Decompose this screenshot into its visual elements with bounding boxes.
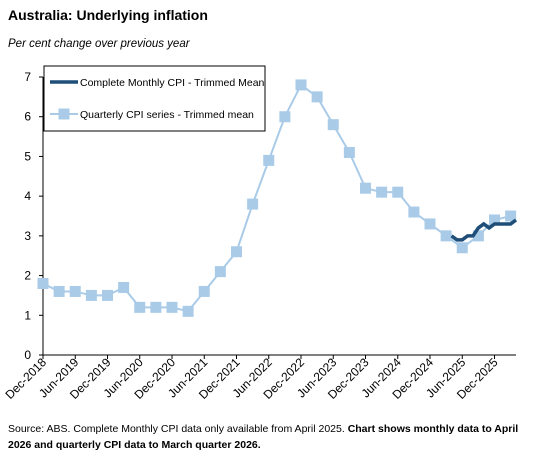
y-tick-label: 1 <box>24 308 31 322</box>
marker <box>166 301 178 313</box>
series-line <box>450 218 518 242</box>
marker <box>472 230 484 242</box>
marker <box>360 182 371 194</box>
marker <box>343 146 355 158</box>
legend-box <box>43 65 266 132</box>
marker <box>118 281 130 293</box>
marker <box>231 246 242 258</box>
marker <box>150 301 162 313</box>
marker <box>408 206 420 218</box>
marker <box>247 198 259 210</box>
y-tick-label: 7 <box>24 70 31 84</box>
chart-subtitle: Per cent change over previous year <box>8 38 191 50</box>
chart-title: Australia: Underlying inflation <box>8 7 208 23</box>
note-bold: Chart shows monthly data to April 2026 a… <box>8 423 519 451</box>
marker <box>69 285 81 297</box>
legend-marker <box>58 108 70 120</box>
marker <box>295 79 307 91</box>
marker <box>311 91 323 103</box>
legend-label: Complete Monthly CPI - Trimmed Mean <box>80 77 265 89</box>
marker <box>279 111 291 123</box>
marker <box>376 186 388 198</box>
marker <box>263 154 275 166</box>
marker <box>102 289 113 301</box>
marker <box>424 218 436 230</box>
marker <box>37 278 49 290</box>
marker <box>489 214 500 226</box>
marker <box>456 242 468 254</box>
source-note: Source: ABS. Complete Monthly CPI data o… <box>8 421 538 453</box>
marker <box>392 186 404 198</box>
marker <box>214 266 226 278</box>
marker <box>198 285 210 297</box>
legend-label: Quarterly CPI series - Trimmed mean <box>80 109 254 121</box>
y-tick-label: 3 <box>24 229 31 243</box>
marker <box>53 285 65 297</box>
marker <box>505 210 517 222</box>
chart: Australia: Underlying inflation Per cent… <box>2 7 518 402</box>
marker <box>440 230 452 242</box>
marker <box>85 289 97 301</box>
marker <box>327 119 339 131</box>
y-tick-label: 4 <box>24 189 31 203</box>
note-text: Source: ABS. Complete Monthly CPI data o… <box>8 423 345 435</box>
marker <box>134 301 146 313</box>
y-tick-label: 2 <box>24 269 31 283</box>
y-tick-label: 0 <box>24 348 31 362</box>
y-tick-label: 6 <box>24 110 31 124</box>
y-tick-label: 5 <box>24 149 31 163</box>
marker <box>182 305 194 317</box>
